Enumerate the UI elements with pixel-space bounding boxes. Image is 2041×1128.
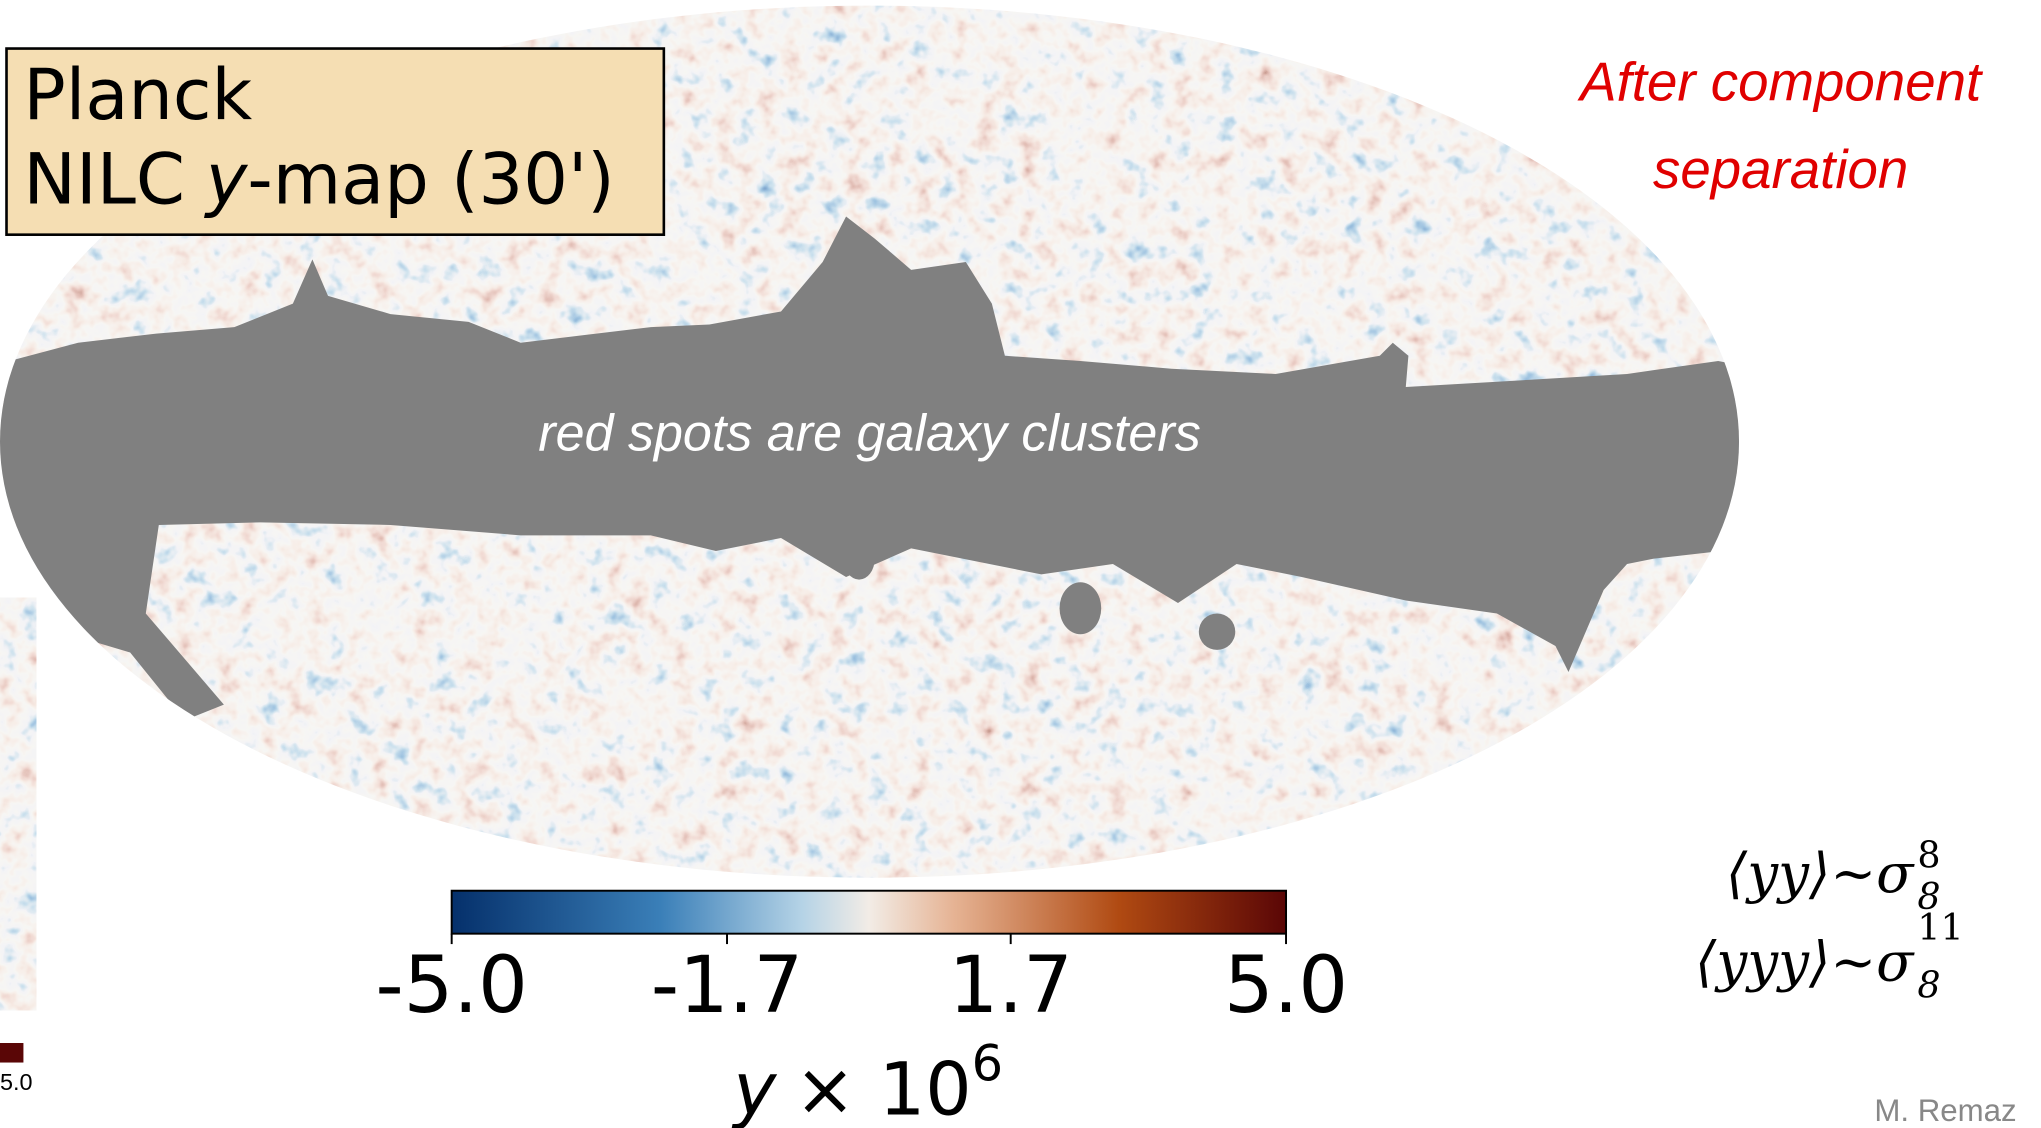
colorbar-tick-label: -5.0 [375,941,527,1031]
annotation: After component [1577,52,1984,113]
label-variable: y [204,138,249,220]
colorbar-label: y× 106 [731,1035,1003,1128]
formula: ⟨yy⟩~σ [1726,841,1915,905]
label-text: -map (30') [247,138,614,220]
side-crop-tick: 5.0 [0,1069,33,1095]
label-text: NILC [23,138,185,220]
colorbar-text: × 10 [795,1048,972,1128]
side-crop-map [0,598,36,1011]
colorbar-exponent: 6 [972,1035,1003,1093]
colorbar-tick-label: -1.7 [651,941,803,1031]
colorbar-body [452,891,1286,934]
colorbar-tick-label: 5.0 [1224,941,1348,1031]
mask-hole [1060,582,1102,634]
page: red spots are galaxy clusters Planck NIL… [0,0,2041,1128]
side-crop-colorbar [0,1043,23,1063]
mask-hole [1199,613,1235,649]
credit: M. Remaz [1874,1093,2016,1128]
slide: red spots are galaxy clusters Planck NIL… [0,0,2041,1128]
formula-subscript: 8 [1917,963,1940,1006]
mask-label: red spots are galaxy clusters [538,405,1200,463]
label-line1: Planck [23,54,252,136]
formula-superscript: 11 [1917,906,1963,949]
colorbar-variable: y [731,1048,777,1128]
colorbar-tick-label: 1.7 [949,941,1073,1031]
annotation: separation [1653,139,1908,200]
mask-hole [843,538,874,580]
formula-superscript: 8 [1917,833,1940,876]
formula: ⟨yyy⟩~σ [1695,930,1915,994]
colorbar: -5.0 -1.7 1.7 5.0 [375,891,1348,1031]
